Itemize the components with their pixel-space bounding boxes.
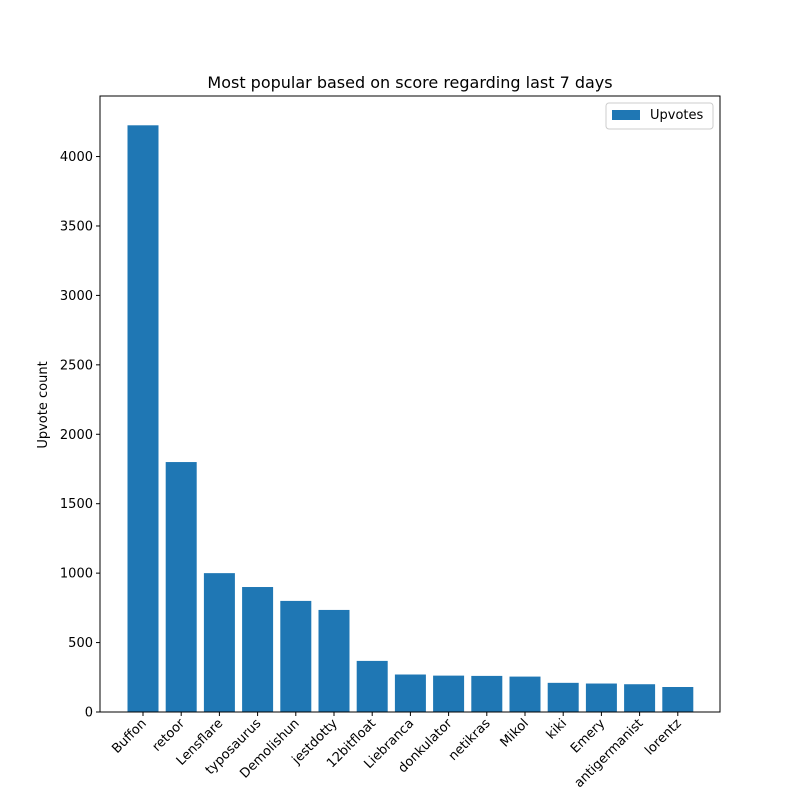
bar-antigermanist xyxy=(624,684,656,712)
bar-Liebranca xyxy=(394,674,426,712)
x-axis-ticks: Buffon retoorLensflaretyposaurusDemolishu… xyxy=(109,712,685,791)
bar-jestdotty xyxy=(318,609,350,712)
bar-donkulator xyxy=(433,675,465,712)
y-tick-label: 2500 xyxy=(60,358,93,373)
y-axis-label: Upvote count xyxy=(36,361,51,448)
y-tick-label: 4000 xyxy=(60,150,93,165)
bar-retoor xyxy=(165,462,197,712)
y-tick-label: 0 xyxy=(85,706,93,721)
x-tick-label: lorentz xyxy=(642,716,684,758)
x-tick-label: netikras xyxy=(446,716,494,764)
legend-label: Upvotes xyxy=(650,108,704,123)
x-tick-label: Mikol xyxy=(498,716,532,750)
y-tick-label: 500 xyxy=(68,636,93,651)
bars-group xyxy=(127,125,694,713)
chart-title: Most popular based on score regarding la… xyxy=(207,73,612,92)
bar-12bitfloat xyxy=(356,660,388,712)
bar-Buffon xyxy=(127,125,159,713)
bar-typosaurus xyxy=(242,587,274,712)
bar-netikras xyxy=(471,675,503,712)
bar-Mikol xyxy=(509,676,541,712)
y-tick-label: 3500 xyxy=(60,219,93,234)
y-tick-label: 1000 xyxy=(60,567,93,582)
y-tick-label: 2000 xyxy=(60,428,93,443)
bar-lorentz xyxy=(662,687,694,712)
legend: Upvotes xyxy=(605,102,714,130)
y-tick-label: 1500 xyxy=(60,497,93,512)
y-axis-ticks: 0 500 1000 1500 2000 2500 3000 3500 4000 xyxy=(60,150,100,721)
x-tick-label: Buffon xyxy=(109,716,150,757)
legend-swatch xyxy=(612,110,640,120)
x-tick-label: antigermanist xyxy=(572,716,647,791)
y-tick-label: 3000 xyxy=(60,289,93,304)
bar-Demolishun xyxy=(280,600,312,712)
bar-Lensflare xyxy=(203,573,235,712)
x-tick-label: kiki xyxy=(544,716,570,742)
bar-Emery xyxy=(585,683,617,712)
plot-frame xyxy=(99,95,721,713)
legend-box xyxy=(605,102,714,130)
bar-kiki xyxy=(547,682,579,712)
